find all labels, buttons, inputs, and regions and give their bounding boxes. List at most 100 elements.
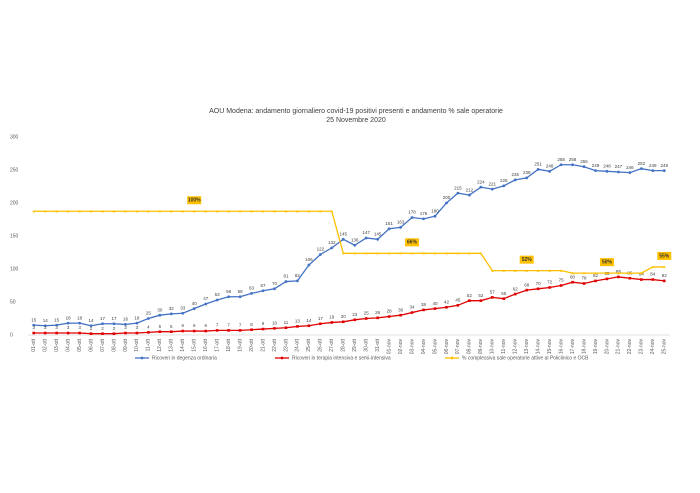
point [181,329,185,333]
value-label: 68 [524,282,530,287]
point [617,170,620,174]
value-label: 132 [328,240,336,245]
value-label: 14 [89,318,95,323]
label-box [187,196,202,205]
point [181,209,185,213]
point [387,227,391,231]
value-label: 3 [44,325,47,330]
point [55,323,59,327]
point [124,209,127,213]
y-tick-label: 150 [10,233,19,239]
value-label: 3 [136,325,139,330]
x-tick-label: 08-nov [467,339,473,355]
value-label: 18 [66,315,72,320]
x-tick-label: 10-ott [134,338,140,351]
point [376,316,379,320]
point [353,318,357,322]
point [536,167,540,171]
value-label: 258 [557,157,565,162]
point [238,329,242,332]
value-label: 72 [547,280,553,285]
point [445,252,448,255]
point [192,307,196,310]
point [513,269,517,272]
point [387,252,391,255]
x-tick-label: 28-ott [341,338,347,351]
x-tick-label: 07-nov [455,339,461,355]
point [662,169,666,173]
point [330,321,334,324]
point [410,252,414,255]
point [66,321,70,325]
point [548,169,552,173]
value-label: 14 [43,318,49,323]
point [582,282,586,285]
point [89,324,93,328]
value-label: 63 [249,286,255,291]
value-label: 249 [592,163,600,168]
value-label: 81 [283,274,289,279]
value-label: 5 [159,324,162,329]
x-tick-label: 16-ott [203,338,209,351]
x-tick-label: 24-ott [295,338,301,351]
point [135,209,139,213]
legend-label: Ricoveri in terapia intensiva e semi-int… [292,355,391,361]
value-label: 176 [420,211,428,216]
value-label: 80 [570,274,576,279]
point [513,292,517,296]
value-label: 11 [284,320,289,325]
value-label: 212 [466,187,474,192]
point [445,201,448,205]
value-label: 88 [616,269,622,274]
point [318,209,322,213]
value-label: 224 [477,179,485,184]
x-tick-label: 05-nov [432,339,438,355]
value-label: 55% [659,253,670,259]
point [536,287,540,291]
point [651,278,655,281]
point [605,277,609,281]
x-tick-label: 19-ott [237,338,243,351]
value-label: 42 [444,299,450,304]
point [55,209,59,213]
value-label: 238 [523,170,531,175]
point [169,312,173,316]
x-tick-label: 14-ott [180,338,186,351]
x-tick-label: 20-nov [604,339,610,355]
point [78,321,81,325]
point [662,265,666,269]
value-label: 30 [398,307,404,312]
point [284,280,288,283]
x-tick-label: 05-ott [77,338,83,351]
value-label: 122 [317,247,325,252]
value-label: 15 [31,317,37,322]
value-label: 7 [227,323,230,328]
value-label: 178 [408,210,416,215]
value-label: 5 [170,324,173,329]
value-label: 75 [559,278,565,283]
point [399,226,402,229]
value-label: 7 [239,323,242,328]
x-tick-label: 06-ott [88,338,94,351]
x-tick-label: 22-ott [272,338,278,351]
series-line [33,210,665,274]
y-tick-label: 300 [10,134,19,140]
value-label: 249 [661,163,669,168]
point [571,271,574,275]
value-label: 3 [55,325,58,330]
value-label: 4 [147,325,150,330]
value-label: 17 [111,316,117,321]
value-label: 25 [146,311,152,316]
point [284,326,288,330]
value-label: 52 [467,293,473,298]
point [261,289,265,293]
value-label: 84 [639,272,645,277]
x-tick-label: 04-nov [421,339,427,355]
x-tick-label: 27-ott [329,338,335,351]
x-tick-label: 13-ott [169,338,175,351]
x-tick-label: 23-ott [283,338,289,351]
point [215,329,219,332]
x-tick-label: 31-ott [375,338,381,351]
point [525,176,529,180]
